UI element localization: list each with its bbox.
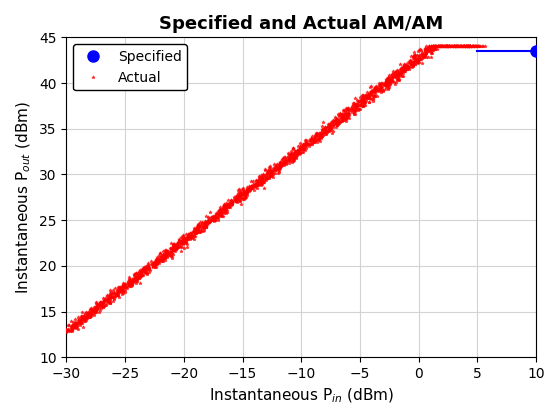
Actual [423, 44, 430, 49]
Actual [250, 181, 256, 186]
Actual [388, 77, 395, 82]
Title: Specified and Actual AM/AM: Specified and Actual AM/AM [159, 15, 444, 33]
Actual [460, 44, 467, 49]
Actual [454, 44, 461, 49]
Actual [475, 44, 482, 49]
Actual [270, 174, 277, 179]
Actual [88, 313, 95, 318]
Legend: Specified, Actual: Specified, Actual [73, 44, 187, 90]
Line: Actual: Actual [59, 45, 487, 333]
X-axis label: Instantaneous P$_{in}$ (dBm): Instantaneous P$_{in}$ (dBm) [209, 386, 394, 405]
Actual [60, 329, 67, 334]
Actual [63, 329, 69, 334]
Y-axis label: Instantaneous P$_{out}$ (dBm): Instantaneous P$_{out}$ (dBm) [15, 101, 34, 294]
